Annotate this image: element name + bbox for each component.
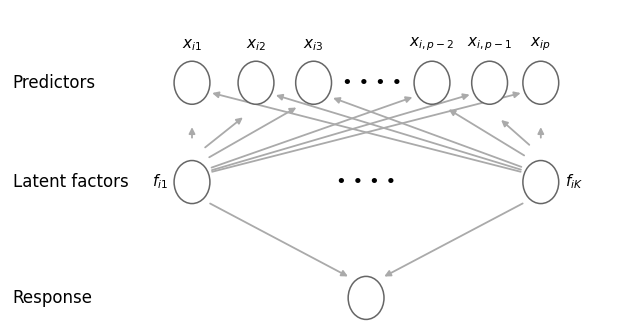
Text: $f_{iK}$: $f_{iK}$ bbox=[565, 173, 583, 191]
Ellipse shape bbox=[238, 61, 274, 104]
Text: • • • •: • • • • bbox=[336, 173, 396, 191]
Ellipse shape bbox=[296, 61, 332, 104]
Text: $x_{i1}$: $x_{i1}$ bbox=[182, 37, 202, 53]
Ellipse shape bbox=[174, 61, 210, 104]
Ellipse shape bbox=[414, 61, 450, 104]
Text: Response: Response bbox=[13, 289, 93, 307]
Text: $x_{i2}$: $x_{i2}$ bbox=[246, 37, 266, 53]
Text: • • • •: • • • • bbox=[342, 74, 403, 92]
Text: Predictors: Predictors bbox=[13, 74, 96, 92]
Text: $x_{i3}$: $x_{i3}$ bbox=[303, 37, 324, 53]
Text: $x_{i,p-2}$: $x_{i,p-2}$ bbox=[410, 35, 454, 53]
Text: $y_i$: $y_i$ bbox=[359, 329, 373, 331]
Ellipse shape bbox=[523, 161, 559, 204]
Ellipse shape bbox=[472, 61, 508, 104]
Ellipse shape bbox=[348, 276, 384, 319]
Text: $x_{i,p-1}$: $x_{i,p-1}$ bbox=[467, 35, 513, 53]
Text: Latent factors: Latent factors bbox=[13, 173, 129, 191]
Ellipse shape bbox=[174, 161, 210, 204]
Ellipse shape bbox=[523, 61, 559, 104]
Text: $f_{i1}$: $f_{i1}$ bbox=[152, 173, 168, 191]
Text: $x_{ip}$: $x_{ip}$ bbox=[531, 35, 551, 53]
